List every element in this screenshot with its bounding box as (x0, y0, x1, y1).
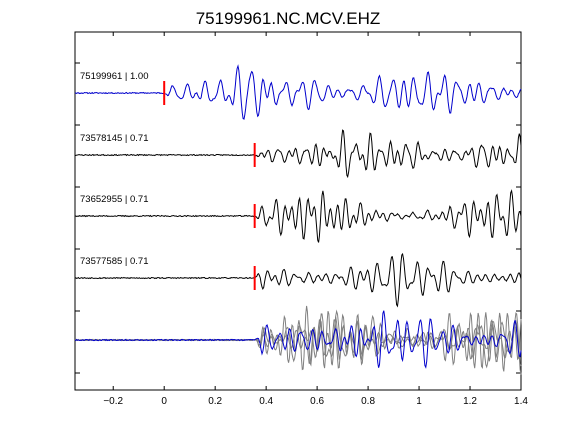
trace-line (74, 252, 522, 308)
trace-panels: 75199961 | 1.00 73578145 | 0.71 73652955 |… (74, 64, 522, 375)
x-tick-label: 0.6 (310, 396, 324, 407)
trace-line (74, 189, 522, 243)
trace-panel: 73578145 | 0.71 (74, 129, 522, 179)
chart-title: 75199961.NC.MCV.EHZ (196, 9, 381, 28)
x-tick-label: 1 (416, 396, 422, 407)
y-axis-ticks (75, 62, 521, 374)
trace-panel: 73577585 | 0.71 (74, 252, 522, 308)
trace-panel: 75199961 | 1.00 (74, 64, 522, 120)
trace-label: 73577585 | 0.71 (80, 256, 149, 267)
x-tick-label: 0.4 (259, 396, 273, 407)
trace-line (74, 129, 522, 179)
x-tick-label: 1.2 (463, 396, 477, 407)
trace-label: 73652955 | 0.71 (80, 194, 149, 205)
x-tick-label: 0 (161, 396, 167, 407)
trace-panel: 73652955 | 0.71 (74, 189, 522, 243)
trace-label: 73578145 | 0.71 (80, 133, 149, 144)
trace-line (74, 64, 522, 120)
overlay-stack (74, 305, 522, 375)
x-tick-label: 0.8 (361, 396, 375, 407)
x-axis: −0.2 0 0.2 0.4 0.6 0.8 1 1.2 1.4 (103, 32, 528, 407)
stack-line (74, 310, 522, 369)
x-tick-label: 0.2 (208, 396, 222, 407)
x-tick-label: 1.4 (514, 396, 528, 407)
x-tick-label: −0.2 (103, 396, 123, 407)
trace-label: 75199961 | 1.00 (80, 71, 149, 82)
